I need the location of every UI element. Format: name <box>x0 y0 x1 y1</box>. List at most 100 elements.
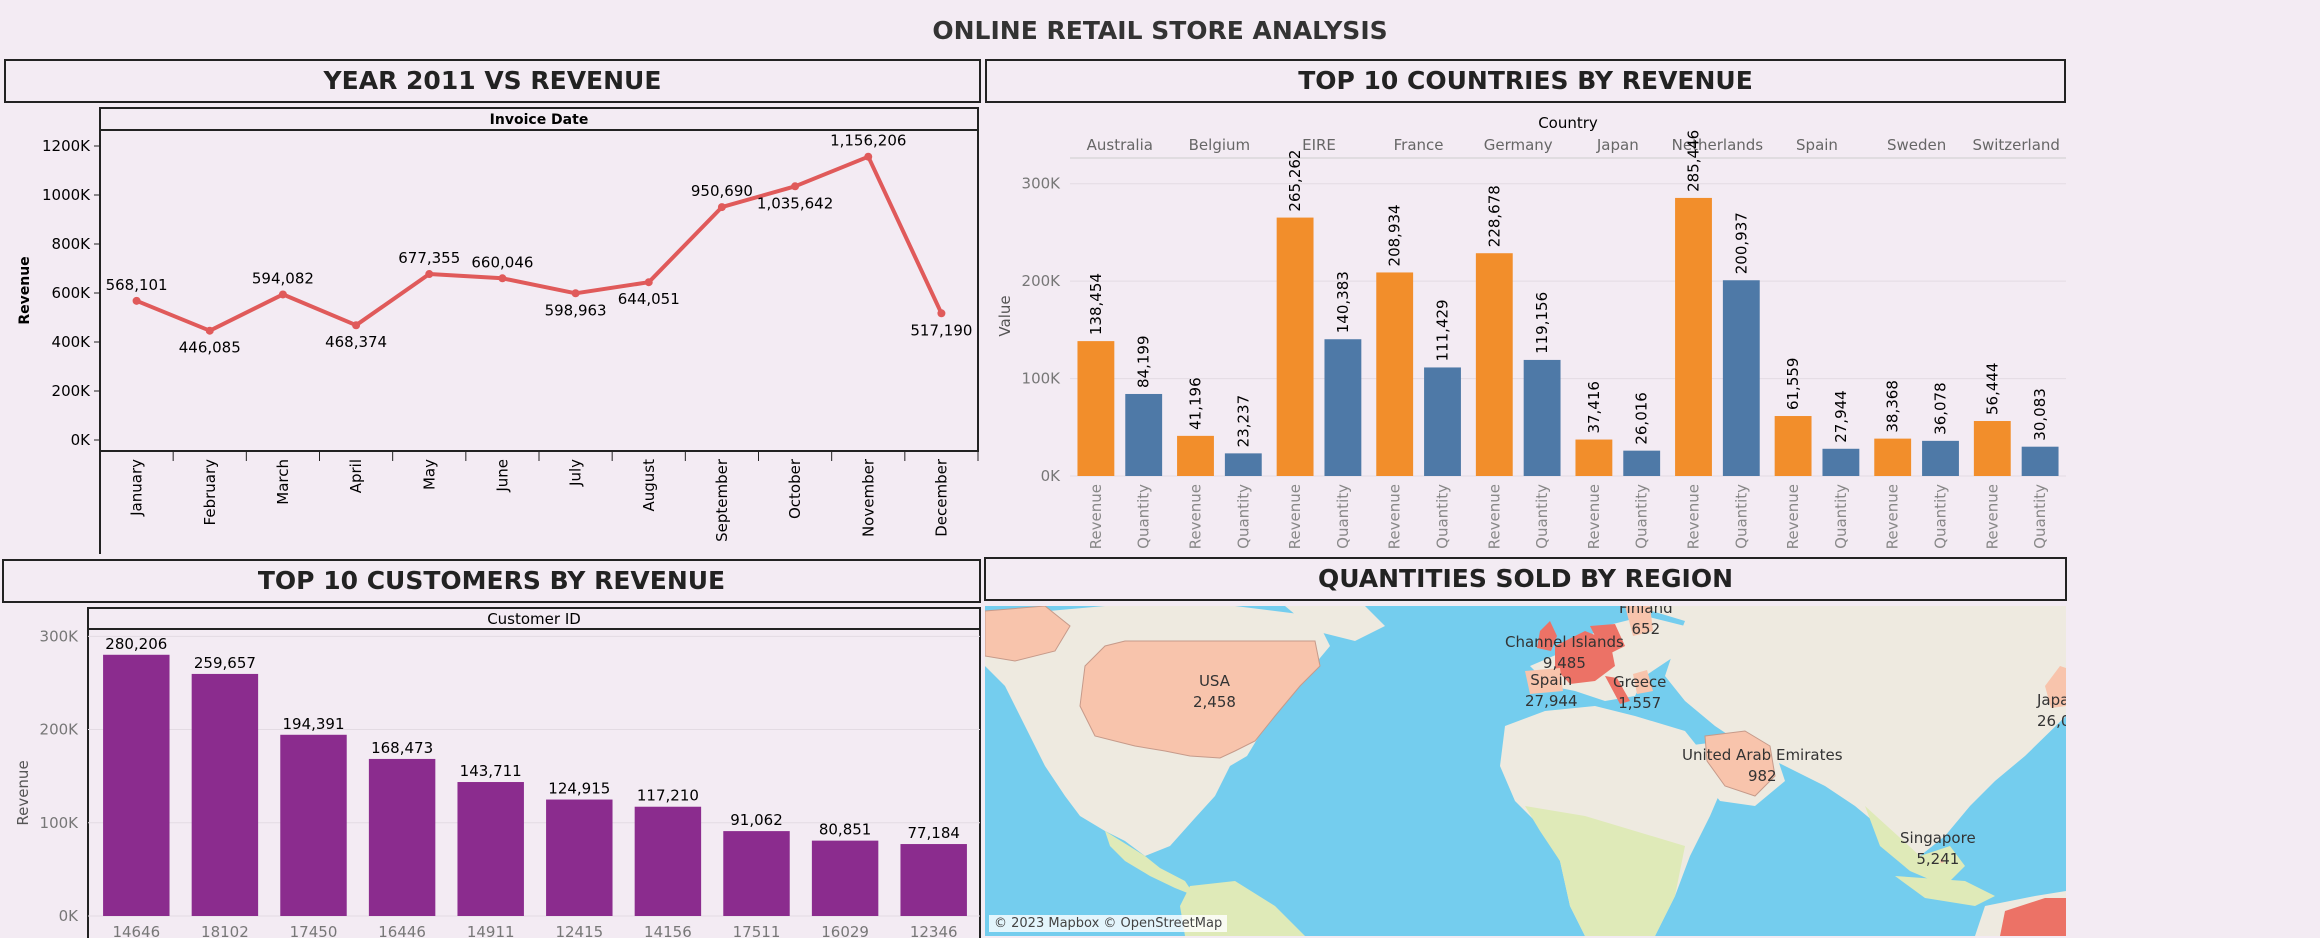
map-asia <box>1635 606 2066 856</box>
bar-value-label: 168,473 <box>371 739 433 757</box>
measure-tick-label: Revenue <box>1286 484 1304 549</box>
map-attribution[interactable]: © 2023 Mapbox © OpenStreetMap <box>989 915 1228 932</box>
bar-value-label: 23,237 <box>1234 395 1252 448</box>
bar-value-label: 259,657 <box>194 654 256 672</box>
month-tick-label: February <box>201 459 219 526</box>
y-tick-label: 100K <box>40 814 80 832</box>
customer-bar <box>900 844 967 916</box>
month-tick-label: August <box>640 459 658 512</box>
country-label: Sweden <box>1887 136 1946 154</box>
y-tick-label: 1200K <box>42 137 91 155</box>
revenue-bar <box>1973 421 2011 476</box>
customer-id-label: 12346 <box>910 923 958 938</box>
countries-title: TOP 10 COUNTRIES BY REVENUE <box>985 59 2066 103</box>
revenue-point <box>205 326 214 335</box>
customer-id-label: 12415 <box>555 923 603 938</box>
customer-bar <box>103 654 170 916</box>
bar-value-label: 91,062 <box>730 811 783 829</box>
month-tick-label: December <box>932 458 950 537</box>
measure-tick-label: Revenue <box>1983 484 2001 549</box>
bar-value-label: 124,915 <box>548 780 610 798</box>
country-label: Switzerland <box>1972 136 2060 154</box>
bar-value-label: 61,559 <box>1784 358 1802 411</box>
revenue-point <box>571 289 580 298</box>
revenue-bar <box>1376 272 1414 476</box>
revenue-value-label: 660,046 <box>471 253 533 271</box>
customer-bar <box>191 673 259 916</box>
revenue-value-label: 644,051 <box>618 290 680 308</box>
map-label-japan[interactable]: Japan26,016 <box>2037 691 2066 730</box>
y-tick-label: 300K <box>1022 175 1062 193</box>
revenue-by-month-chart: Invoice Date Revenue 0K 200K 400K 600K 800K 100… <box>17 107 979 554</box>
revenue-point <box>644 278 653 287</box>
measure-tick-label: Revenue <box>1186 484 1204 549</box>
y-tick-label: 300K <box>40 627 80 645</box>
quantity-bar <box>1424 367 1461 476</box>
customer-id-label: 17450 <box>290 923 338 938</box>
revenue-value-label: 594,082 <box>252 269 314 287</box>
revenue-by-month-title: YEAR 2011 VS REVENUE <box>4 59 981 103</box>
map-spain-fill <box>1525 668 1563 694</box>
bar-value-label: 80,851 <box>819 821 872 839</box>
revenue-value-label: 1,156,206 <box>830 132 906 150</box>
measure-tick-label: Quantity <box>1832 484 1850 549</box>
y-tick-label: 200K <box>1022 272 1062 290</box>
customer-bar <box>280 734 347 916</box>
map-italy-fill <box>1605 676 1630 704</box>
region-map[interactable]: USA 2,458 Channel Islands 9,485 Spain 27,94… <box>985 606 2066 936</box>
measure-tick-label: Revenue <box>1684 484 1702 549</box>
customer-id-label: 16446 <box>378 923 426 938</box>
country-label: Belgium <box>1189 136 1251 154</box>
revenue-point <box>498 274 507 283</box>
map-indonesia <box>1895 876 1995 906</box>
measure-tick-label: Revenue <box>1485 484 1503 549</box>
country-label: Germany <box>1484 136 1553 154</box>
bar-value-label: 138,454 <box>1087 273 1105 335</box>
revenue-value-label: 568,101 <box>106 276 168 294</box>
map-label-spain[interactable]: Spain 27,944 <box>1525 671 1578 710</box>
bar-value-label: 77,184 <box>907 824 960 842</box>
month-tick-label: March <box>274 459 292 505</box>
bar-value-label: 27,944 <box>1832 390 1850 443</box>
revenue-bar <box>1675 197 1712 476</box>
revenue-point <box>717 203 726 212</box>
map-south-asia-vegetation <box>1865 806 1965 886</box>
customers-title: TOP 10 CUSTOMERS BY REVENUE <box>2 559 981 603</box>
map-usa-fill <box>1079 640 1321 759</box>
map-label-uae[interactable]: United Arab Emirates 982 <box>1682 746 1843 785</box>
country-label: Spain <box>1796 136 1838 154</box>
customer-bar <box>811 840 879 916</box>
map-label-greece[interactable]: Greece 1,557 <box>1613 673 1667 712</box>
measure-tick-label: Revenue <box>1087 484 1105 549</box>
map-label-channel-islands[interactable]: Channel Islands 9,485 <box>1505 633 1624 672</box>
y-axis-label: Revenue <box>14 760 32 825</box>
customer-id-label: 14156 <box>644 923 692 938</box>
customer-id-label: 18102 <box>201 923 249 938</box>
quantity-bar <box>1523 359 1561 476</box>
y-tick-label: 100K <box>1022 370 1062 388</box>
line-plot-frame <box>99 129 979 452</box>
month-tick-label: October <box>786 458 804 519</box>
map-label-singapore[interactable]: Singapore 5,241 <box>1900 829 1976 868</box>
quantity-bar <box>2021 446 2059 476</box>
map-africa-vegetation <box>1525 806 1685 936</box>
revenue-point <box>278 290 287 299</box>
month-tick-label: November <box>859 458 877 537</box>
revenue-bar <box>1575 439 1613 476</box>
map-germany-fill <box>1590 624 1625 656</box>
revenue-line <box>135 154 944 333</box>
measure-tick-label: Quantity <box>1434 484 1452 549</box>
bar-value-label: 117,210 <box>637 787 699 805</box>
quantity-bar <box>1722 280 1760 476</box>
quantity-bar <box>1822 448 1860 476</box>
y-tick-label: 200K <box>52 382 92 400</box>
revenue-point <box>791 182 800 191</box>
map-background <box>985 606 2066 936</box>
map-label-usa[interactable]: USA 2,458 <box>1193 672 1236 711</box>
map-label-finland[interactable]: Finland 652 <box>1619 606 1673 638</box>
y-tick-label: 200K <box>40 721 80 739</box>
revenue-bar <box>1077 341 1115 476</box>
revenue-bar <box>1276 217 1314 476</box>
country-label: Netherlands <box>1672 136 1764 154</box>
bar-value-label: 228,678 <box>1485 185 1503 247</box>
